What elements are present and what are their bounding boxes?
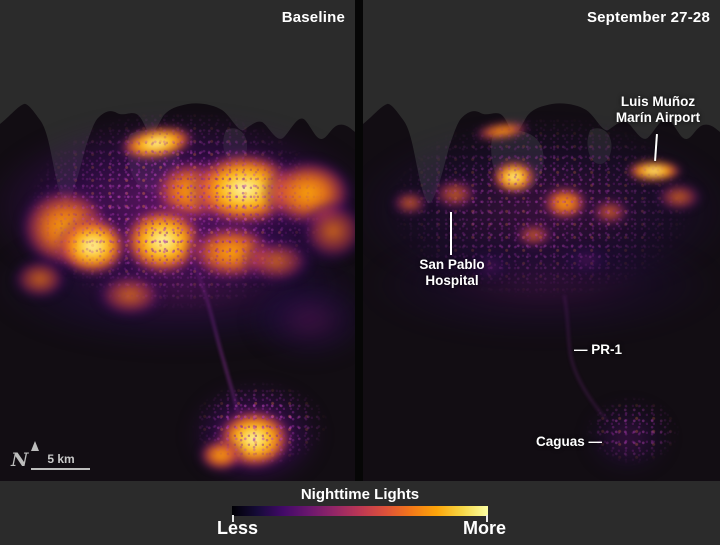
scale-bar: [31, 468, 90, 470]
panel-after-storm: September 27-28: [363, 0, 720, 481]
hospital-label: San Pablo Hospital: [419, 257, 485, 289]
light-speckle: [578, 395, 688, 480]
light-blob-hospital-area: [431, 178, 479, 210]
caguas-label: Caguas —: [536, 434, 603, 449]
panel-baseline: Baseline N 5 km: [0, 0, 355, 481]
light-blob: [563, 245, 611, 275]
north-label: N: [11, 449, 29, 471]
light-blob: [391, 190, 429, 216]
panel-title-after: September 27-28: [586, 9, 710, 26]
legend-max-label: More: [462, 518, 506, 538]
light-blob: [468, 252, 512, 280]
light-blob-caguas: [588, 405, 668, 471]
light-blob: [589, 198, 631, 226]
legend-title: Nighttime Lights: [300, 486, 420, 503]
light-blob: [541, 185, 589, 221]
map-area: Baseline N 5 km: [0, 0, 720, 481]
road-trace: [563, 294, 608, 421]
scale-bar-label: 5 km: [47, 452, 75, 466]
light-blob: [513, 222, 555, 248]
legend-min-label: Less: [217, 518, 259, 538]
colorbar: [232, 506, 488, 516]
pr1-label: — PR-1: [574, 342, 623, 357]
light-blob: [491, 160, 537, 194]
light-blob: [655, 182, 703, 212]
hospital-leader-line: [450, 212, 452, 255]
light-speckle: [180, 380, 340, 481]
colorbar-tick-right: [486, 515, 488, 522]
legend: Nighttime Lights Less More: [0, 481, 720, 545]
panel-divider: [355, 0, 363, 481]
colorbar-tick-left: [232, 515, 234, 522]
light-speckle: [363, 110, 720, 340]
airport-label: Luis Muñoz Marín Airport: [615, 94, 701, 126]
light-speckle: [0, 105, 355, 355]
light-blob: [363, 230, 720, 340]
panel-title-baseline: Baseline: [281, 9, 345, 26]
north-arrow-icon: [31, 441, 39, 451]
light-blob-airport: [625, 160, 683, 182]
